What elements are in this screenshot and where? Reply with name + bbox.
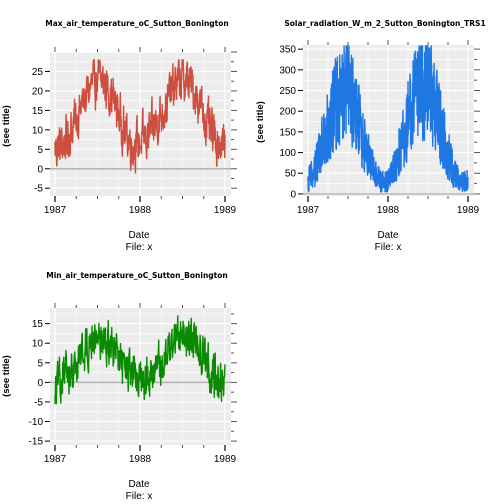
y-tick-label: 20 — [32, 86, 44, 97]
y-tick-label: 50 — [285, 169, 297, 180]
y-tick-label: 0 — [37, 164, 43, 175]
chart-title: Max_air_temperature_oC_Sutton_Bonington — [45, 19, 228, 28]
panel-solar-radiation: Solar_radiation_W_m_2_Sutton_Bonington_T… — [255, 19, 486, 253]
x-tick-label: 1987 — [44, 205, 67, 216]
series-line — [54, 59, 226, 174]
x-axis-label: Date — [128, 230, 150, 241]
x-axis-label: Date — [377, 230, 399, 241]
y-tick-label: 0 — [290, 189, 296, 200]
panel-max-air-temperature: Max_air_temperature_oC_Sutton_Bonington … — [1, 19, 237, 253]
chart-title: Min_air_temperature_oC_Sutton_Bonington — [46, 271, 228, 280]
x-tick-label: 1987 — [44, 454, 67, 465]
y-tick-label: -5 — [34, 397, 43, 408]
x-axis-sublabel: File: x — [126, 491, 153, 502]
y-axis-label: (see title) — [1, 105, 12, 147]
x-tick-label: 1988 — [377, 205, 400, 216]
series-line — [54, 315, 226, 405]
x-tick-label: 1989 — [214, 454, 237, 465]
y-axis-label: (see title) — [1, 355, 12, 397]
y-tick-label: 150 — [279, 127, 296, 138]
y-tick-label: 15 — [32, 106, 44, 117]
y-tick-label: 200 — [279, 107, 296, 118]
series-line — [307, 45, 469, 193]
x-tick-label: 1989 — [214, 205, 237, 216]
chart-title: Solar_radiation_W_m_2_Sutton_Bonington_T… — [284, 19, 485, 28]
y-tick-label: 5 — [37, 145, 43, 156]
y-tick-label: 10 — [32, 125, 44, 136]
panel-min-air-temperature: Min_air_temperature_oC_Sutton_Bonington … — [1, 271, 237, 502]
x-tick-label: 1988 — [129, 205, 152, 216]
y-tick-label: 300 — [279, 65, 296, 76]
y-tick-label: 0 — [37, 378, 43, 389]
y-tick-label: 15 — [32, 319, 44, 330]
y-tick-label: 350 — [279, 45, 296, 56]
x-axis-label: Date — [128, 479, 150, 490]
y-axis-label: (see title) — [255, 101, 266, 143]
y-tick-label: -10 — [29, 417, 44, 428]
x-tick-label: 1988 — [129, 454, 152, 465]
y-tick-label: -5 — [34, 184, 43, 195]
y-tick-label: 250 — [279, 86, 296, 97]
x-tick-label: 1987 — [297, 205, 320, 216]
y-tick-label: 10 — [32, 339, 44, 350]
y-tick-label: 25 — [32, 67, 44, 78]
y-tick-label: -15 — [29, 437, 44, 448]
x-tick-label: 1989 — [457, 205, 480, 216]
x-axis-sublabel: File: x — [126, 242, 153, 253]
y-tick-label: 100 — [279, 148, 296, 159]
x-axis-sublabel: File: x — [375, 242, 402, 253]
y-tick-label: 5 — [37, 358, 43, 369]
